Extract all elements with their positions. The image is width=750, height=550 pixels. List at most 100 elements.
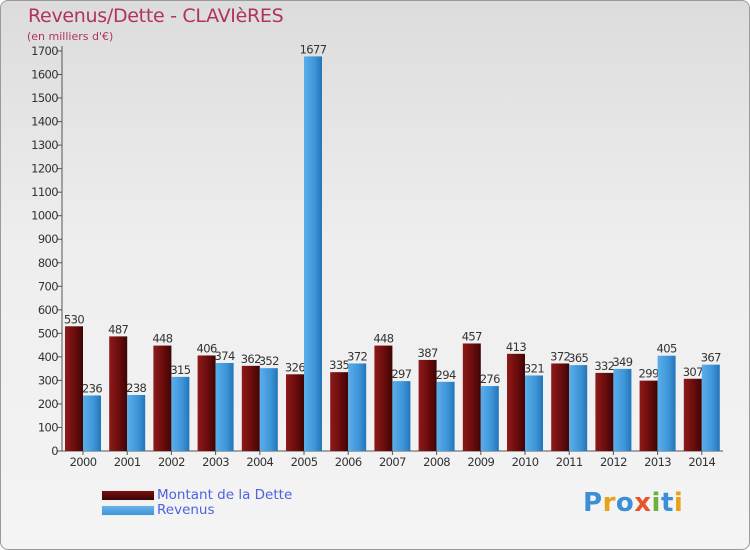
data-label: 299	[639, 367, 659, 381]
x-tick-label: 2014	[688, 455, 715, 469]
data-label: 1677	[300, 42, 327, 56]
y-tick-label: 1700	[31, 44, 58, 58]
bar-revenus	[701, 364, 720, 451]
y-tick-label: 1100	[31, 185, 58, 199]
y-tick-label: 1200	[31, 162, 58, 176]
data-label: 530	[64, 312, 84, 326]
bar-revenus	[215, 363, 234, 451]
data-label: 406	[197, 341, 217, 355]
bar-revenus	[348, 363, 367, 451]
y-tick-label: 900	[38, 232, 58, 246]
x-tick-label: 2004	[246, 455, 273, 469]
data-label: 321	[524, 361, 544, 375]
y-tick-label: 1300	[31, 138, 58, 152]
data-label: 448	[152, 332, 172, 346]
data-label: 335	[329, 358, 349, 372]
bar-dette	[462, 343, 481, 451]
legend-swatch-revenus	[101, 505, 155, 516]
y-tick-label: 1400	[31, 115, 58, 129]
bar-dette	[330, 372, 349, 451]
data-label: 294	[436, 368, 456, 382]
bar-dette	[683, 378, 702, 451]
bar-dette	[551, 363, 570, 451]
bar-dette	[595, 372, 614, 451]
legend-swatch-dette	[101, 490, 155, 501]
data-label: 326	[285, 360, 305, 374]
y-tick-label: 800	[38, 256, 58, 270]
y-tick-label: 1600	[31, 68, 58, 82]
y-tick-label: 300	[38, 373, 58, 387]
bar-dette	[65, 326, 83, 451]
data-label: 236	[82, 381, 102, 395]
x-tick-label: 2007	[379, 455, 406, 469]
y-tick-label: 600	[38, 303, 58, 317]
bar-dette	[418, 359, 437, 451]
data-label: 372	[550, 349, 570, 363]
y-tick-label: 700	[38, 279, 58, 293]
bar-dette	[153, 345, 172, 451]
data-label: 365	[568, 351, 588, 365]
logo-letter: x	[634, 488, 652, 518]
data-label: 413	[506, 340, 526, 354]
data-label: 352	[259, 354, 279, 368]
bar-dette	[374, 345, 393, 451]
logo-letter: i	[651, 488, 661, 518]
bar-revenus	[304, 56, 322, 451]
y-tick-label: 0	[51, 444, 58, 458]
y-tick-label: 1500	[31, 91, 58, 105]
bar-revenus	[613, 368, 632, 451]
bar-dette	[639, 380, 658, 451]
bar-dette	[286, 374, 304, 451]
x-tick-label: 2011	[556, 455, 583, 469]
bar-revenus	[436, 381, 455, 451]
legend-item-revenus: Revenus	[101, 502, 401, 520]
bar-revenus	[569, 365, 588, 451]
data-label: 487	[108, 322, 128, 336]
legend-label-revenus: Revenus	[157, 502, 215, 518]
data-label: 457	[462, 329, 482, 343]
bar-revenus	[83, 395, 101, 451]
logo-letter: i	[673, 488, 684, 518]
bar-revenus	[127, 395, 146, 451]
bar-revenus	[657, 355, 676, 451]
x-tick-label: 2008	[423, 455, 450, 469]
data-label: 374	[215, 349, 235, 363]
data-label: 276	[480, 372, 500, 386]
bar-revenus	[259, 368, 278, 451]
data-label: 238	[126, 381, 146, 395]
bar-revenus	[480, 386, 499, 451]
bar-dette	[109, 336, 128, 451]
data-label: 315	[170, 363, 190, 377]
x-tick-label: 2003	[202, 455, 229, 469]
x-tick-label: 2002	[158, 455, 185, 469]
bar-revenus	[171, 376, 190, 451]
chart-subtitle: (en milliers d'€)	[27, 30, 114, 43]
data-label: 367	[701, 351, 721, 365]
legend-label-dette: Montant de la Dette	[157, 487, 293, 503]
data-label: 307	[683, 365, 703, 379]
data-label: 372	[347, 349, 367, 363]
data-label: 405	[657, 342, 677, 356]
logo-letter: P	[583, 488, 603, 518]
y-tick-label: 500	[38, 326, 58, 340]
legend-item-dette: Montant de la Dette	[101, 487, 401, 505]
bar-dette	[197, 355, 216, 451]
chart-title: Revenus/Dette - CLAVIèRES	[28, 5, 284, 27]
y-tick-label: 400	[38, 350, 58, 364]
x-tick-label: 2009	[467, 455, 494, 469]
data-label: 448	[373, 332, 393, 346]
bar-dette	[507, 353, 525, 451]
bar-dette	[241, 365, 260, 451]
x-tick-label: 2005	[291, 455, 318, 469]
logo-letter: o	[615, 488, 635, 518]
y-tick-label: 200	[38, 397, 58, 411]
data-label: 349	[612, 355, 632, 369]
x-tick-label: 2000	[70, 455, 97, 469]
x-tick-label: 2001	[114, 455, 141, 469]
data-label: 297	[391, 367, 411, 381]
logo-letter: t	[660, 488, 674, 518]
data-label: 332	[594, 359, 614, 373]
x-tick-label: 2012	[600, 455, 627, 469]
